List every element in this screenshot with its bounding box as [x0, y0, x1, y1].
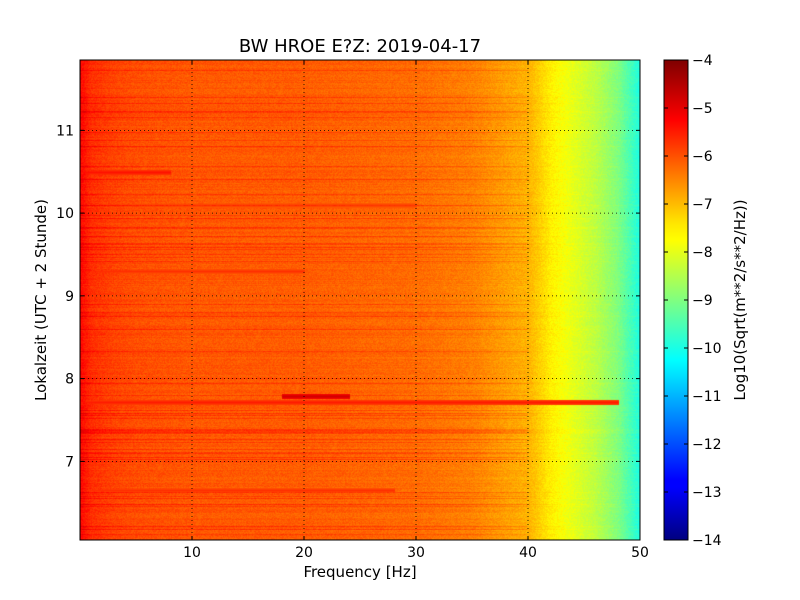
x-tick-label: 40 [519, 545, 537, 561]
x-tick-label: 50 [631, 545, 649, 561]
x-tick-label: 10 [183, 545, 201, 561]
x-tick-label: 20 [295, 545, 313, 561]
y-axis-label: Lokalzeit (UTC + 2 Stunde) [32, 199, 50, 401]
y-tick-label: 8 [65, 372, 74, 388]
colorbar-tick-label: −14 [692, 533, 722, 549]
x-axis-ticks: 10 20 30 40 50 [183, 60, 649, 561]
heatmap-area [80, 60, 640, 540]
colorbar-label: Log10(Sqrt(m**2/s**2/Hz)) [731, 199, 749, 400]
colorbar-tick-label: −8 [692, 245, 713, 261]
y-tick-label: 9 [65, 289, 74, 305]
colorbar-tick-label: −13 [692, 485, 722, 501]
y-tick-label: 7 [65, 454, 74, 470]
grid-lines [80, 60, 640, 540]
y-tick-label: 10 [56, 206, 74, 222]
colorbar-tick-label: −12 [692, 437, 722, 453]
x-tick-label: 30 [407, 545, 425, 561]
colorbar-tick-label: −4 [692, 53, 713, 69]
colorbar-tick-label: −6 [692, 149, 713, 165]
colorbar-tick-label: −9 [692, 293, 713, 309]
x-axis-label: Frequency [Hz] [303, 563, 416, 581]
colorbar-tick-label: −5 [692, 101, 713, 117]
y-axis-ticks: 7 8 9 10 11 [56, 123, 640, 470]
colorbar-tick-label: −7 [692, 197, 713, 213]
y-tick-label: 11 [56, 123, 74, 139]
colorbar-ticks: −4 −5 −6 −7 −8 −9 −10 −11 −12 −13 −14 [664, 53, 722, 549]
heatmap-canvas [80, 60, 640, 540]
colorbar-tick-label: −10 [692, 341, 722, 357]
colorbar-tick-label: −11 [692, 389, 722, 405]
plot-frame [79, 59, 641, 541]
chart-title: BW HROE E?Z: 2019-04-17 [239, 36, 481, 57]
